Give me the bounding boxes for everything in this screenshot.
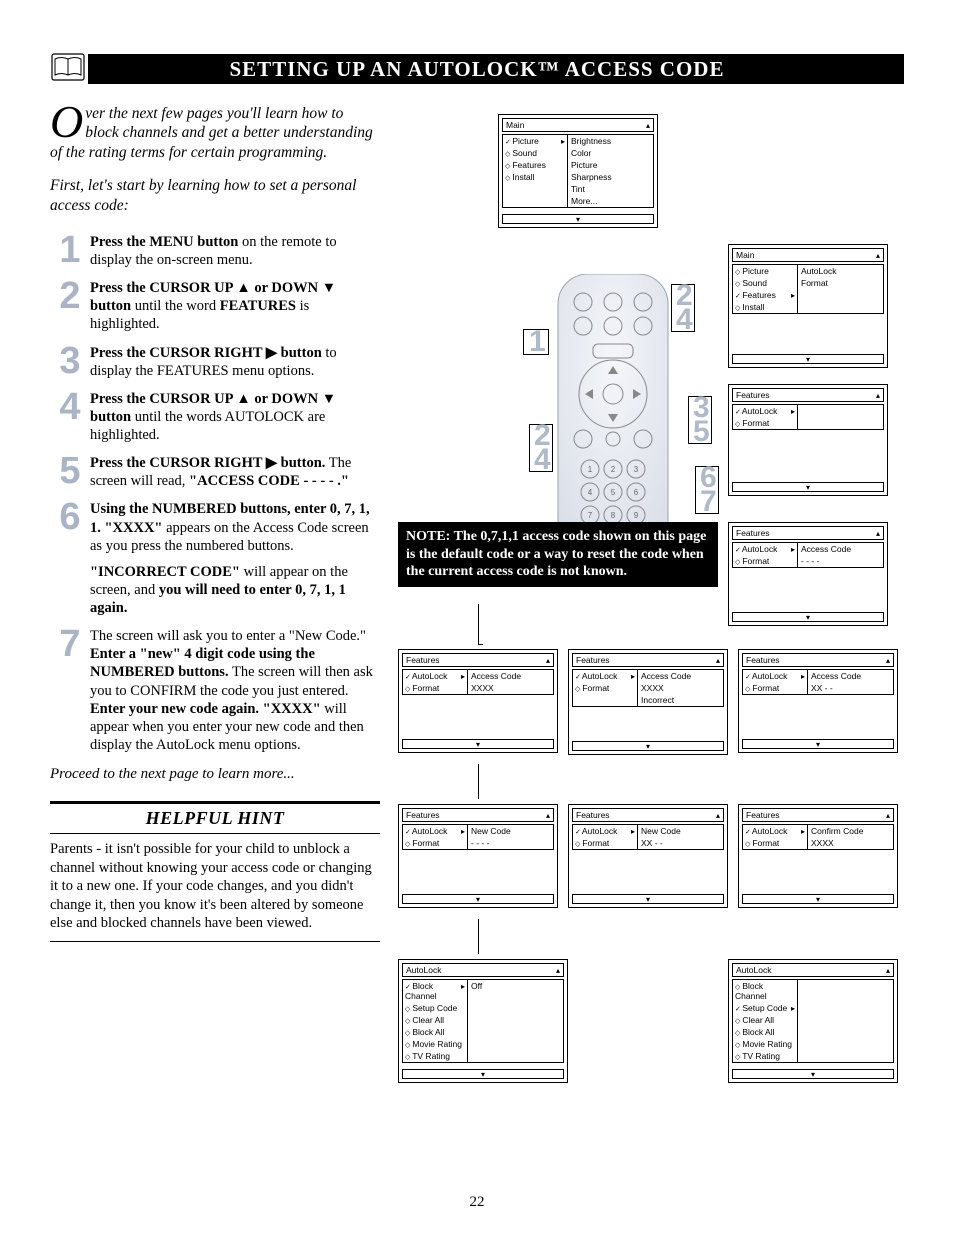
step-number: 2 — [50, 279, 90, 333]
callout-1: 1 — [529, 328, 546, 356]
step-number: 4 — [50, 390, 90, 444]
callout-5: 5 — [693, 418, 710, 446]
callout-7: 7 — [700, 488, 717, 516]
svg-text:9: 9 — [634, 511, 639, 520]
diagram-column: 1 2 3 4 5 6 7 8 9 0 — [398, 104, 904, 1104]
step-body: Press the CURSOR UP ▲ or DOWN ▼ button u… — [90, 390, 380, 444]
note-box: NOTE: The 0,7,1,1 access code shown on t… — [398, 522, 718, 587]
step-body: The screen will ask you to enter a "New … — [90, 627, 380, 754]
svg-text:5: 5 — [611, 488, 616, 497]
step-1: 1Press the MENU button on the remote to … — [50, 233, 380, 269]
step-number: 1 — [50, 233, 90, 269]
step-number: 5 — [50, 454, 90, 490]
menu-features-autolock: Features AutoLock Format — [728, 384, 888, 496]
step-body: Press the CURSOR RIGHT ▶ button. The scr… — [90, 454, 380, 490]
svg-text:8: 8 — [611, 511, 616, 520]
menu-main-picture: Main Picture Sound Features InstallBrigh… — [498, 114, 658, 228]
step-body: Press the MENU button on the remote to d… — [90, 233, 380, 269]
page-title-bar: SETTING UP AN AUTOLOCK™ ACCESS CODE — [50, 54, 904, 84]
callout-4-top: 4 — [676, 306, 693, 334]
remote-illustration: 1 2 3 4 5 6 7 8 9 0 — [548, 274, 678, 564]
page-number: 22 — [0, 1194, 954, 1211]
menu-new-code-xx: Features AutoLock FormatNew CodeXX - - — [568, 804, 728, 908]
step-number: 3 — [50, 344, 90, 380]
step-4: 4Press the CURSOR UP ▲ or DOWN ▼ button … — [50, 390, 380, 444]
menu-autolock-setup: AutoLock Block Channel Setup Code Clear … — [728, 959, 898, 1083]
dropcap: O — [50, 104, 85, 140]
closing-text: Proceed to the next page to learn more..… — [50, 766, 380, 783]
instructions-column: O ver the next few pages you'll learn ho… — [50, 104, 380, 1104]
svg-text:2: 2 — [611, 465, 616, 474]
step-body: Press the CURSOR UP ▲ or DOWN ▼ button u… — [90, 279, 380, 333]
helpful-hint-box: HELPFUL HINT Parents - it isn't possible… — [50, 801, 380, 942]
menu-access-code-dashes: Features AutoLock FormatAccess Code- - -… — [728, 522, 888, 626]
svg-text:1: 1 — [588, 465, 593, 474]
step-6: 6Using the NUMBERED buttons, enter 0, 7,… — [50, 500, 380, 617]
intro-text: ver the next few pages you'll learn how … — [50, 105, 373, 161]
menu-autolock-block: AutoLock Block Channel Setup Code Clear … — [398, 959, 568, 1083]
page-title: SETTING UP AN AUTOLOCK™ ACCESS CODE — [230, 57, 725, 82]
step-number: 6 — [50, 500, 90, 617]
svg-text:4: 4 — [588, 488, 593, 497]
step-2: 2Press the CURSOR UP ▲ or DOWN ▼ button … — [50, 279, 380, 333]
menu-access-code-xx: Features AutoLock FormatAccess CodeXX - … — [738, 649, 898, 753]
step-7: 7The screen will ask you to enter a "New… — [50, 627, 380, 754]
step-3: 3Press the CURSOR RIGHT ▶ button to disp… — [50, 344, 380, 380]
step-body: Using the NUMBERED buttons, enter 0, 7, … — [90, 500, 380, 617]
svg-text:7: 7 — [588, 511, 593, 520]
svg-text:3: 3 — [634, 465, 639, 474]
menu-access-code-incorrect: Features AutoLock FormatAccess CodeXXXXI… — [568, 649, 728, 755]
intro-paragraph-2: First, let's start by learning how to se… — [50, 176, 380, 215]
hint-title: HELPFUL HINT — [50, 804, 380, 834]
svg-text:6: 6 — [634, 488, 639, 497]
intro-paragraph: O ver the next few pages you'll learn ho… — [50, 104, 380, 162]
menu-access-code-xxxx: Features AutoLock FormatAccess CodeXXXX — [398, 649, 558, 753]
menu-confirm-code: Features AutoLock FormatConfirm CodeXXXX — [738, 804, 898, 908]
step-body: Press the CURSOR RIGHT ▶ button to displ… — [90, 344, 380, 380]
callout-4-left: 4 — [534, 446, 551, 474]
menu-new-code-dashes: Features AutoLock FormatNew Code- - - - — [398, 804, 558, 908]
hint-body: Parents - it isn't possible for your chi… — [50, 840, 380, 933]
step-5: 5Press the CURSOR RIGHT ▶ button. The sc… — [50, 454, 380, 490]
menu-main-features: Main Picture Sound Features InstallAutoL… — [728, 244, 888, 368]
step-number: 7 — [50, 627, 90, 754]
book-icon — [48, 50, 88, 84]
